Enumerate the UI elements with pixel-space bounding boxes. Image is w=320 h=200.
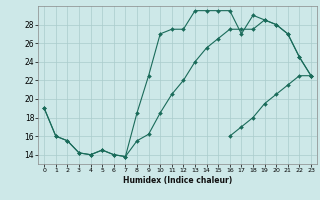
X-axis label: Humidex (Indice chaleur): Humidex (Indice chaleur) — [123, 176, 232, 185]
